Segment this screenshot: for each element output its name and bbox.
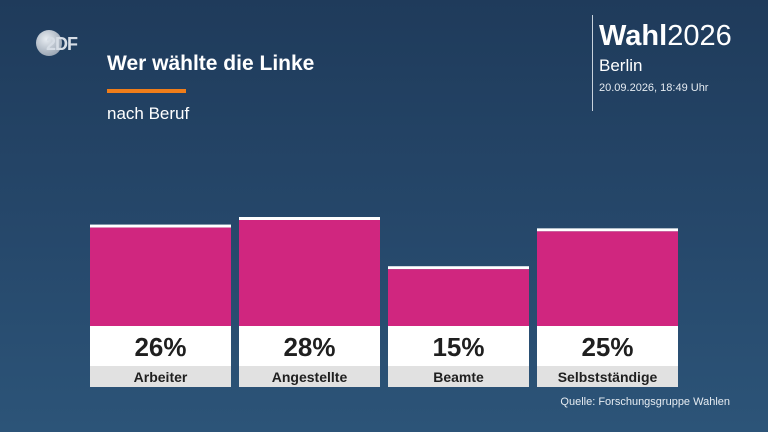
bar [537, 231, 678, 326]
bar-value-box [90, 326, 231, 366]
bar [239, 220, 380, 326]
brand-title-year: 2026 [667, 20, 732, 52]
brand-timestamp: 20.09.2026, 18:49 Uhr [599, 82, 709, 94]
zdf-logo-circle [36, 30, 62, 56]
bar-group: 26% Arbeiter 28% Angestellte 15% Beamte 25% Sel… [90, 217, 678, 387]
bar-top-line [388, 266, 529, 270]
bar-category-label: Arbeiter [134, 369, 188, 385]
bar-value-label: 25% [581, 332, 633, 362]
bar-label-box [388, 366, 529, 387]
bar-category-label: Selbstständige [558, 369, 658, 385]
bar-top-line [537, 228, 678, 232]
bar [388, 269, 529, 326]
election-brand: Wahl2026 Berlin 20.09.2026, 18:49 Uhr [592, 15, 732, 111]
bar-value-box [537, 326, 678, 366]
bar-label-box [537, 366, 678, 387]
source-note: Quelle: Forschungsgruppe Wahlen [560, 396, 730, 408]
bar-label-box [90, 366, 231, 387]
bar-value-box [239, 326, 380, 366]
bar-category-label: Angestellte [272, 369, 348, 385]
title-accent-line [107, 89, 186, 93]
brand-region: Berlin [599, 56, 643, 75]
bar [90, 227, 231, 326]
bar-value-label: 28% [283, 332, 335, 362]
zdf-logo-text: 2DF [46, 34, 78, 54]
brand-title: Wahl2026 [599, 19, 732, 53]
brand-title-bold: Wahl [599, 20, 668, 52]
chart-title: Wer wählte die Linke [107, 52, 315, 75]
bar-category-label: Beamte [433, 369, 484, 385]
bar-top-line [90, 224, 231, 228]
bar-value-label: 15% [432, 332, 484, 362]
bar-value-label: 26% [134, 332, 186, 362]
bar-value-box [388, 326, 529, 366]
chart-subtitle: nach Beruf [107, 104, 190, 123]
zdf-logo: 2DF [36, 30, 96, 56]
bar-top-line [239, 217, 380, 220]
bar-label-box [239, 366, 380, 387]
